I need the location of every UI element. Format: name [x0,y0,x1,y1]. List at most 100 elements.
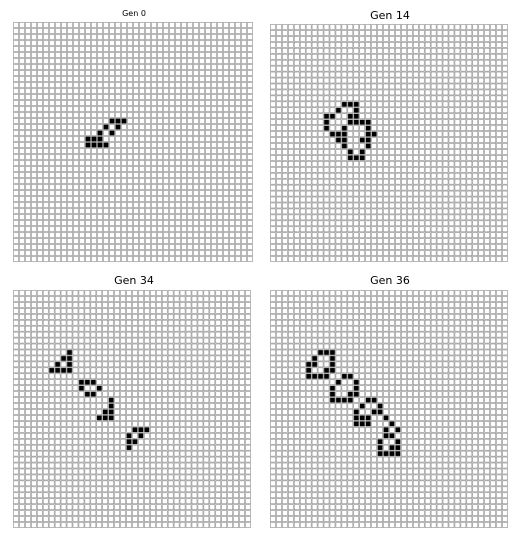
dead-cell [54,432,61,439]
dead-cell [73,190,79,196]
dead-cell [235,202,241,208]
dead-cell [305,307,312,314]
dead-cell [270,172,276,179]
dead-cell [103,220,109,226]
dead-cell [115,130,121,136]
dead-cell [221,361,228,368]
dead-cell [79,238,85,244]
dead-cell [418,137,425,143]
dead-cell [217,64,223,70]
dead-cell [335,77,342,84]
dead-cell [179,349,186,356]
dead-cell [407,53,413,60]
dead-cell [311,41,318,48]
dead-cell [197,325,204,332]
dead-cell [282,36,288,42]
dead-cell [223,94,229,100]
dead-cell [347,131,354,137]
dead-cell [25,444,31,451]
dead-cell [61,52,67,58]
dead-cell [460,113,467,120]
dead-cell [79,22,85,28]
dead-cell [282,125,288,131]
dead-cell [270,137,276,143]
dead-cell [155,337,162,344]
dead-cell [19,58,25,64]
dead-cell [187,232,193,238]
dead-cell [127,82,133,88]
dead-cell [287,238,294,244]
dead-cell [155,456,162,463]
dead-cell [472,178,479,185]
dead-cell [418,184,425,191]
dead-cell [418,190,425,197]
dead-cell [270,125,276,131]
dead-cell [114,319,120,326]
dead-cell [235,34,241,40]
dead-cell [120,319,126,326]
dead-cell [359,214,366,221]
dead-cell [229,178,235,184]
dead-cell [305,83,312,90]
dead-cell [97,22,103,28]
dead-cell [347,208,354,215]
dead-cell [383,41,389,48]
dead-cell [287,172,294,179]
dead-cell [19,256,25,262]
dead-cell [49,136,55,142]
dead-cell [371,143,377,149]
dead-cell [221,397,228,403]
dead-cell [329,107,336,114]
dead-cell [209,492,216,499]
dead-cell [197,486,204,493]
dead-cell [239,331,245,338]
dead-cell [383,125,389,131]
dead-cell [151,82,157,88]
dead-cell [175,130,181,136]
dead-cell [25,432,31,439]
dead-cell [287,184,294,191]
dead-cell [25,148,31,154]
live-cell [85,136,91,142]
dead-cell [412,250,419,256]
dead-cell [203,421,210,427]
dead-cell [377,290,383,296]
dead-cell [418,95,425,102]
dead-cell [37,256,43,262]
dead-cell [401,30,407,36]
dead-cell [91,52,97,58]
dead-cell [395,65,401,72]
dead-cell [276,107,282,114]
dead-cell [335,178,342,185]
dead-cell [323,256,330,262]
dead-cell [407,296,413,302]
dead-cell [96,450,103,457]
dead-cell [211,88,217,94]
dead-cell [245,331,251,338]
dead-cell [270,36,276,42]
dead-cell [185,438,192,445]
dead-cell [37,58,43,64]
dead-cell [90,522,97,528]
dead-cell [150,367,156,374]
dead-cell [305,184,312,191]
dead-cell [341,307,348,314]
dead-cell [335,214,342,221]
dead-cell [205,88,211,94]
dead-cell [329,101,336,108]
dead-cell [407,161,413,167]
dead-cell [341,256,348,262]
dead-cell [42,438,49,445]
dead-cell [157,46,163,52]
dead-cell [484,202,490,209]
dead-cell [179,373,186,380]
dead-cell [191,421,198,427]
dead-cell [144,474,150,481]
dead-cell [102,516,109,522]
dead-cell [151,184,157,190]
dead-cell [418,131,425,137]
dead-cell [191,307,198,314]
dead-cell [311,65,318,72]
dead-cell [55,76,61,82]
dead-cell [84,367,91,374]
